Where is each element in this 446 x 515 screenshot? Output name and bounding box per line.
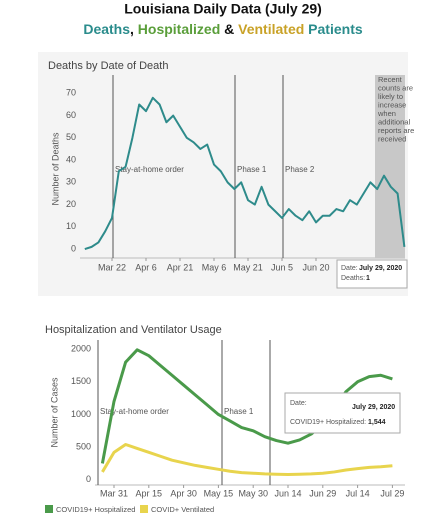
data-line	[84, 96, 406, 251]
event-label: Stay-at-home order	[115, 165, 184, 174]
tooltip-label: Deaths:	[341, 275, 365, 282]
recent-note: Recent	[378, 75, 403, 84]
x-tick-label: May 15	[204, 488, 234, 498]
x-tick-label: Jun 29	[309, 488, 336, 498]
legend-label: COVID+ Ventilated	[151, 505, 214, 514]
y-axis-label: Number of Cases	[49, 377, 59, 448]
x-tick-label: May 6	[202, 262, 227, 272]
y-tick-label: 1500	[71, 376, 91, 386]
legend-swatch	[140, 505, 148, 513]
data-line	[101, 443, 393, 477]
subtitle-part: &	[220, 21, 238, 37]
legend-label: COVID19+ Hospitalized	[56, 505, 135, 514]
y-tick-label: 500	[76, 441, 91, 451]
recent-shade	[375, 75, 405, 258]
tooltip-date-label: Date:	[341, 265, 358, 272]
event-label: Stay-at-home order	[100, 407, 169, 416]
y-tick-label: 0	[71, 243, 76, 253]
x-tick-label: Apr 15	[136, 488, 163, 498]
x-tick-label: Jul 14	[346, 488, 370, 498]
x-tick-label: Apr 21	[167, 262, 194, 272]
page-subtitle: Deaths, Hospitalized & Ventilated Patien…	[83, 21, 363, 37]
y-tick-label: 30	[66, 177, 76, 187]
y-tick-label: 70	[66, 88, 76, 98]
tooltip	[284, 392, 401, 434]
y-tick-label: 50	[66, 132, 76, 142]
x-tick-label: Apr 30	[170, 488, 197, 498]
event-label: Phase 1	[237, 165, 267, 174]
tooltip-date: July 29, 2020	[359, 265, 402, 272]
tooltip-date-label: Date:	[290, 400, 307, 407]
y-tick-label: 0	[86, 474, 91, 484]
y-tick-label: 10	[66, 221, 76, 231]
recent-note: received	[378, 134, 406, 143]
chart-title: Hospitalization and Ventilator Usage	[45, 324, 222, 336]
recent-note: likely to	[378, 92, 403, 101]
tooltip-value: 1	[366, 275, 370, 282]
tooltip-date: July 29, 2020	[352, 404, 395, 411]
event-label: Phase 2	[285, 165, 315, 174]
x-tick-label: Mar 31	[100, 488, 128, 498]
tooltip-label: COVID19+ Hospitalized:	[290, 419, 366, 426]
recent-note: counts are	[378, 83, 413, 92]
subtitle-part: Hospitalized	[138, 21, 220, 37]
x-tick-label: Jul 29	[380, 488, 404, 498]
chart-title: Deaths by Date of Death	[48, 60, 168, 72]
y-axis-label: Number of Deaths	[50, 132, 60, 206]
tooltip-value: 1,544	[368, 419, 386, 426]
tooltip	[336, 259, 408, 289]
page-title: Louisiana Daily Data (July 29)	[124, 1, 322, 17]
recent-note: when	[377, 109, 396, 118]
recent-note: additional	[378, 117, 410, 126]
x-tick-label: May 30	[238, 488, 268, 498]
y-tick-label: 60	[66, 110, 76, 120]
subtitle-part: Patients	[304, 21, 363, 37]
y-tick-label: 40	[66, 154, 76, 164]
subtitle-part: Ventilated	[238, 21, 304, 37]
x-tick-label: Apr 6	[135, 262, 157, 272]
x-tick-label: Jun 14	[274, 488, 301, 498]
event-label: Phase 1	[224, 407, 254, 416]
x-tick-label: Mar 22	[98, 262, 126, 272]
subtitle-part: Deaths	[83, 21, 130, 37]
y-tick-label: 1000	[71, 409, 91, 419]
x-tick-label: May 21	[233, 262, 263, 272]
recent-note: reports are	[378, 126, 414, 135]
y-tick-label: 2000	[71, 344, 91, 354]
subtitle-part: ,	[130, 21, 138, 37]
x-tick-label: Jun 5	[271, 262, 293, 272]
legend-swatch	[45, 505, 53, 513]
x-tick-label: Jun 20	[302, 262, 329, 272]
recent-note: increase	[378, 100, 406, 109]
y-tick-label: 20	[66, 199, 76, 209]
